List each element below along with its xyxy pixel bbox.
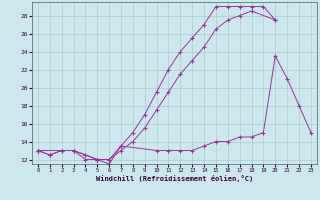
- X-axis label: Windchill (Refroidissement éolien,°C): Windchill (Refroidissement éolien,°C): [96, 175, 253, 182]
